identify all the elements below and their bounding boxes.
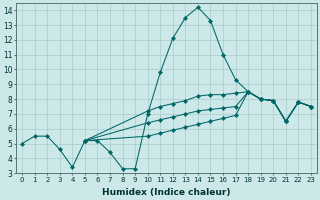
X-axis label: Humidex (Indice chaleur): Humidex (Indice chaleur) bbox=[102, 188, 231, 197]
